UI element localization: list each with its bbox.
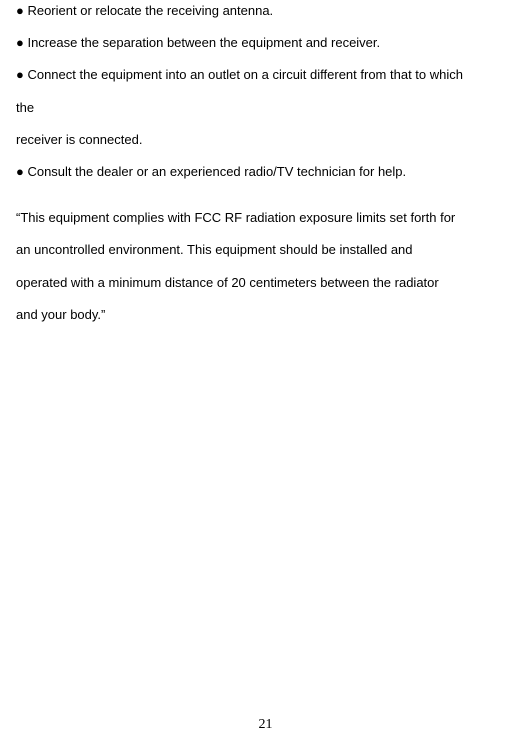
paragraph-line: an uncontrolled environment. This equipm… bbox=[16, 241, 519, 259]
page-number: 21 bbox=[0, 717, 531, 733]
paragraph-line: and your body.” bbox=[16, 306, 519, 324]
paragraph-line: operated with a minimum distance of 20 c… bbox=[16, 274, 519, 292]
text-line: receiver is connected. bbox=[16, 131, 519, 149]
bullet-line: ● Increase the separation between the eq… bbox=[16, 34, 519, 52]
bullet-line: ● Connect the equipment into an outlet o… bbox=[16, 66, 519, 84]
document-content: ● Reorient or relocate the receiving ant… bbox=[16, 0, 519, 324]
bullet-line: ● Reorient or relocate the receiving ant… bbox=[16, 2, 519, 20]
text-line: the bbox=[16, 99, 519, 117]
bullet-line: ● Consult the dealer or an experienced r… bbox=[16, 163, 519, 181]
paragraph-line: “This equipment complies with FCC RF rad… bbox=[16, 209, 519, 227]
document-page: ● Reorient or relocate the receiving ant… bbox=[0, 0, 531, 741]
paragraph-spacer bbox=[16, 195, 519, 209]
